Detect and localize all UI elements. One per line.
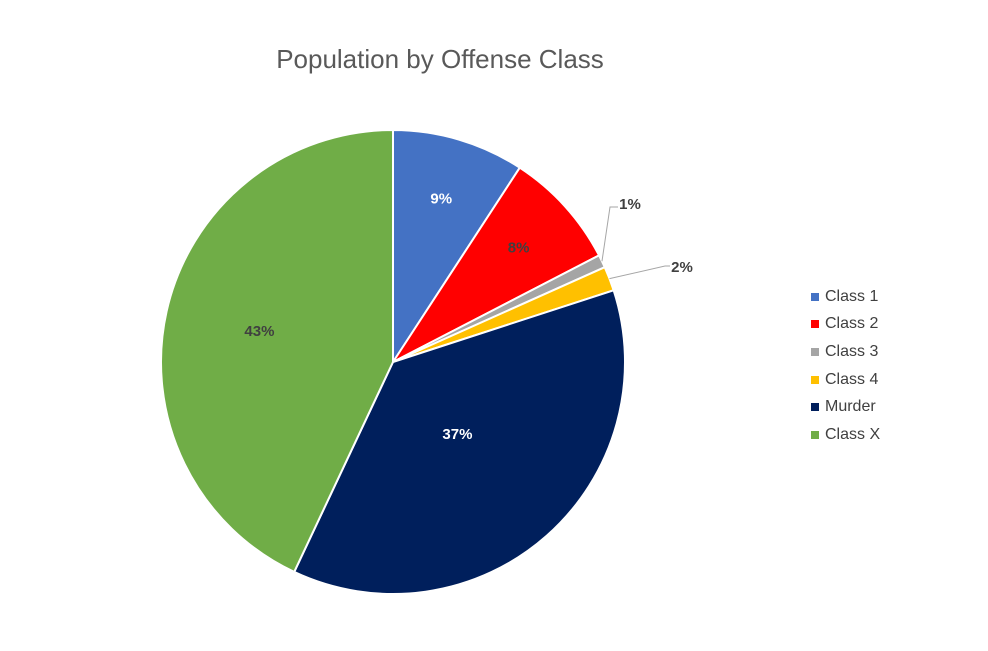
legend-swatch-murder (811, 403, 819, 412)
leader-line-class-4 (609, 265, 670, 280)
data-label-murder: 37% (442, 426, 472, 443)
chart-title: Population by Offense Class (276, 44, 604, 74)
legend-swatch-class-x (811, 430, 819, 439)
legend-item-class-3: Class 3 (811, 338, 880, 366)
data-label-class-4: 2% (671, 259, 693, 276)
data-label-class-1: 9% (430, 191, 452, 208)
legend-label-class-3: Class 3 (825, 342, 879, 360)
legend-swatch-class-4 (811, 375, 819, 384)
legend-swatch-class-3 (811, 347, 819, 356)
legend-swatch-class-1 (811, 292, 819, 301)
data-label-class-3: 1% (619, 196, 641, 213)
legend-label-class-1: Class 1 (825, 287, 879, 305)
pie-slice-class-x (160, 128, 394, 574)
pie-slice-class-2 (390, 166, 601, 365)
pie-slice-class-1 (392, 128, 522, 366)
legend-item-class-1: Class 1 (811, 283, 880, 311)
legend: Class 1 Class 2 Class 3 Class 4 Murder Class … (811, 283, 880, 449)
legend-label-murder: Murder (825, 398, 876, 416)
legend-label-class-4: Class 4 (825, 370, 879, 388)
legend-item-class-2: Class 2 (811, 311, 880, 339)
legend-swatch-class-2 (811, 320, 819, 329)
leader-line-class-3 (601, 206, 618, 262)
legend-item-murder: Murder (811, 393, 880, 421)
pie-slice-murder (292, 289, 626, 595)
legend-label-class-2: Class 2 (825, 315, 879, 333)
legend-item-class-4: Class 4 (811, 366, 880, 394)
legend-label-class-x: Class X (825, 425, 881, 443)
data-label-class-2: 8% (508, 239, 530, 256)
data-label-class-x: 43% (244, 323, 274, 340)
legend-item-class-x: Class X (811, 421, 880, 449)
